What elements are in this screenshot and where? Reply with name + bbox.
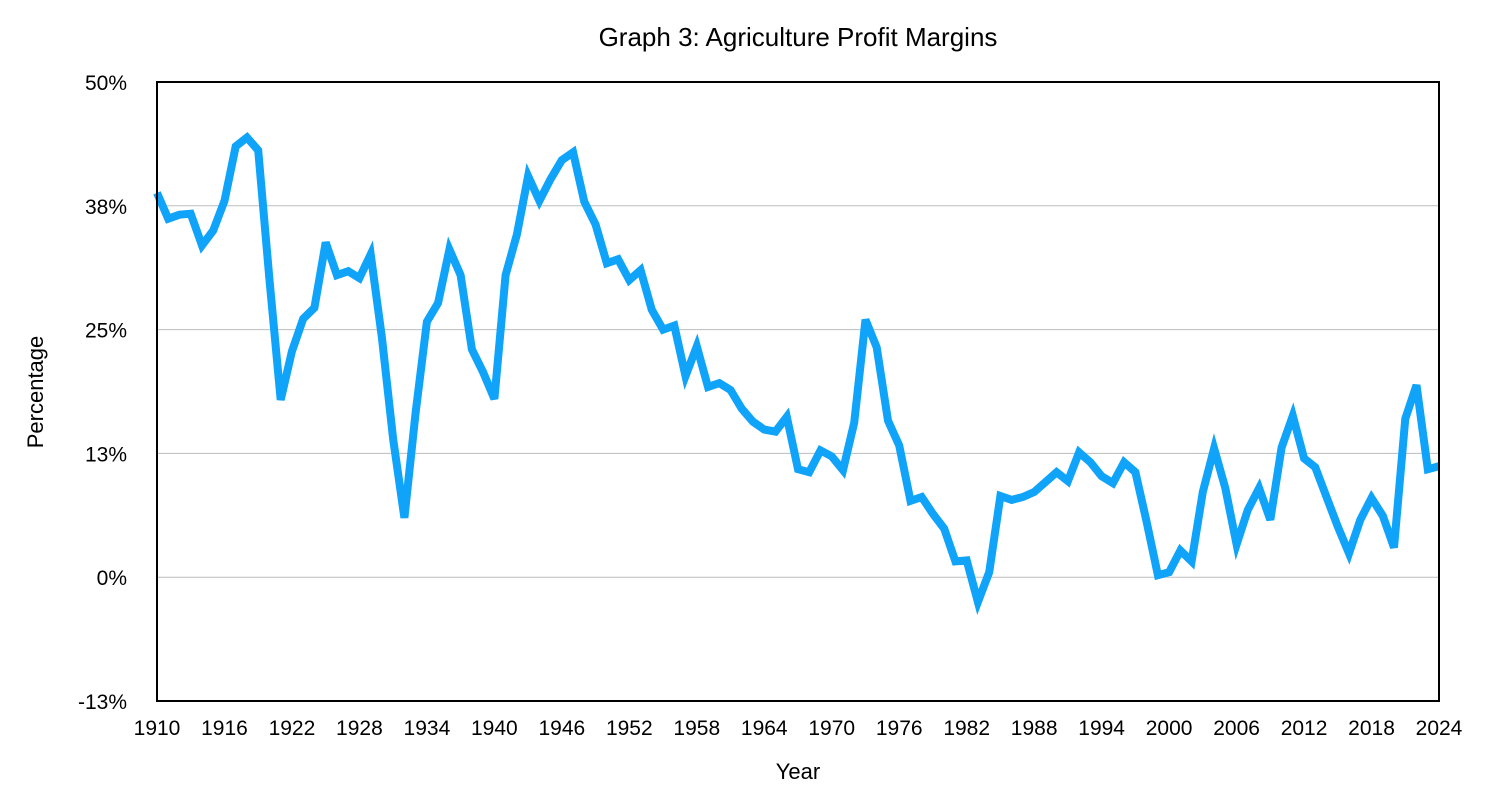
x-tick-label: 1994	[1078, 717, 1125, 740]
x-tick-label: 1982	[943, 717, 990, 740]
x-tick-label: 1940	[471, 717, 518, 740]
x-tick-label: 2012	[1281, 717, 1328, 740]
y-axis-label: Percentage	[23, 336, 48, 449]
x-axis-label: Year	[776, 759, 820, 784]
x-axis-ticks: 1910 1916 1922 1928 1934 1940 1946 1952 1958 1964…	[134, 717, 1463, 740]
x-tick-label: 1976	[876, 717, 923, 740]
x-tick-label: 1946	[538, 717, 585, 740]
x-tick-label: 1970	[808, 717, 855, 740]
x-tick-label: 1928	[336, 717, 383, 740]
chart-title: Graph 3: Agriculture Profit Margins	[599, 22, 998, 52]
x-tick-label: 1922	[269, 717, 316, 740]
x-tick-label: 1916	[201, 717, 248, 740]
y-tick-label: 38%	[85, 196, 127, 219]
y-tick-label: 13%	[85, 443, 127, 466]
x-tick-label: 2024	[1416, 717, 1463, 740]
x-tick-label: 1964	[741, 717, 788, 740]
y-tick-label: 25%	[85, 320, 127, 343]
y-tick-label: 0%	[97, 567, 127, 590]
y-tick-label: -13%	[78, 691, 127, 714]
plot-frame	[156, 81, 1440, 702]
x-tick-label: 1988	[1011, 717, 1058, 740]
x-tick-label: 1952	[606, 717, 653, 740]
x-tick-label: 1958	[673, 717, 720, 740]
x-tick-label: 2000	[1146, 717, 1193, 740]
y-tick-label: 50%	[85, 72, 127, 95]
y-axis-ticks: 50% 38% 25% 13% 0% -13%	[78, 72, 127, 714]
x-tick-label: 1910	[134, 717, 181, 740]
x-tick-label: 2006	[1213, 717, 1260, 740]
x-tick-label: 1934	[404, 717, 451, 740]
series-line	[153, 132, 1441, 615]
x-tick-label: 2018	[1348, 717, 1395, 740]
